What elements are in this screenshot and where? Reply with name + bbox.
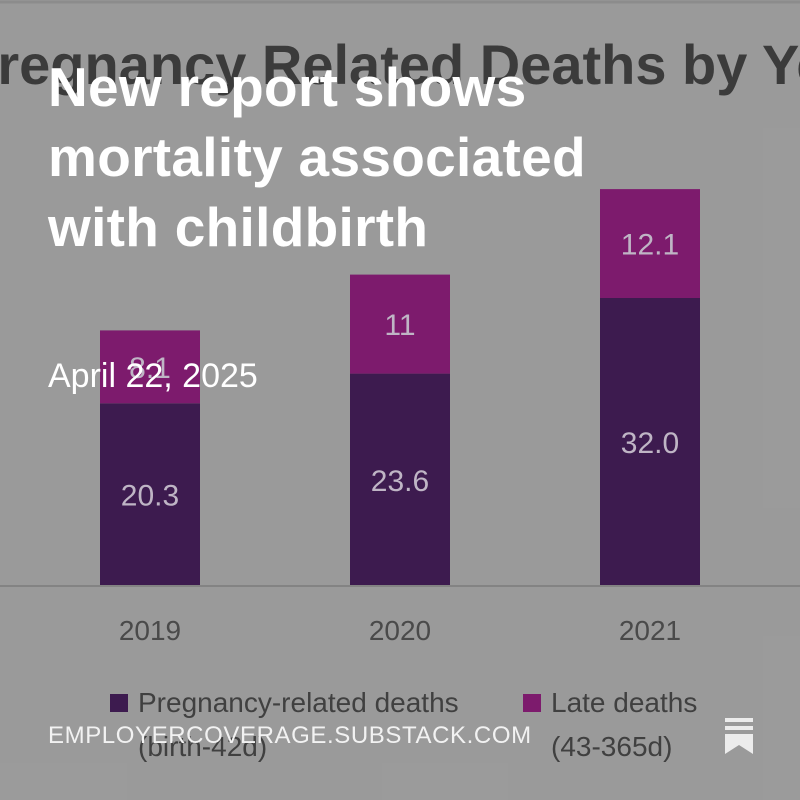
bar-late-deaths-2021 — [600, 189, 700, 298]
x-tick-label-2019: 2019 — [119, 615, 181, 646]
post-date: April 22, 2025 — [48, 357, 258, 395]
data-label-pregnancy-2021: 32.0 — [621, 427, 679, 460]
bookmark-icon[interactable] — [725, 718, 753, 754]
legend-swatch-0 — [110, 694, 128, 712]
data-label-late-2021: 12.1 — [621, 229, 679, 262]
bar-pregnancy-related-2020 — [350, 373, 450, 586]
data-label-late-2020: 11 — [384, 309, 415, 342]
bar-pregnancy-related-2021 — [600, 298, 700, 586]
data-label-pregnancy-2019: 20.3 — [121, 480, 179, 513]
legend-sublabel-0: (birth-42d) — [138, 731, 267, 762]
legend-swatch-1 — [523, 694, 541, 712]
data-label-pregnancy-2020: 23.6 — [371, 465, 429, 498]
post-title[interactable]: New report shows mortality associated wi… — [48, 56, 586, 258]
legend-label-0: Pregnancy-related deaths — [138, 687, 459, 718]
bar-late-deaths-2020 — [350, 274, 450, 374]
legend-label-1: Late deaths — [551, 687, 697, 718]
bar-late-deaths-2019 — [100, 330, 200, 404]
bar-pregnancy-related-2019 — [100, 403, 200, 586]
x-tick-label-2021: 2021 — [619, 615, 681, 646]
data-label-late-2019: 8.1 — [129, 352, 171, 385]
chart-title: Pregnancy Related Deaths by Year — [0, 33, 800, 96]
site-url[interactable]: EMPLOYERCOVERAGE.SUBSTACK.COM — [48, 722, 532, 749]
legend-sublabel-1: (43-365d) — [551, 731, 672, 762]
x-tick-label-2020: 2020 — [369, 615, 431, 646]
